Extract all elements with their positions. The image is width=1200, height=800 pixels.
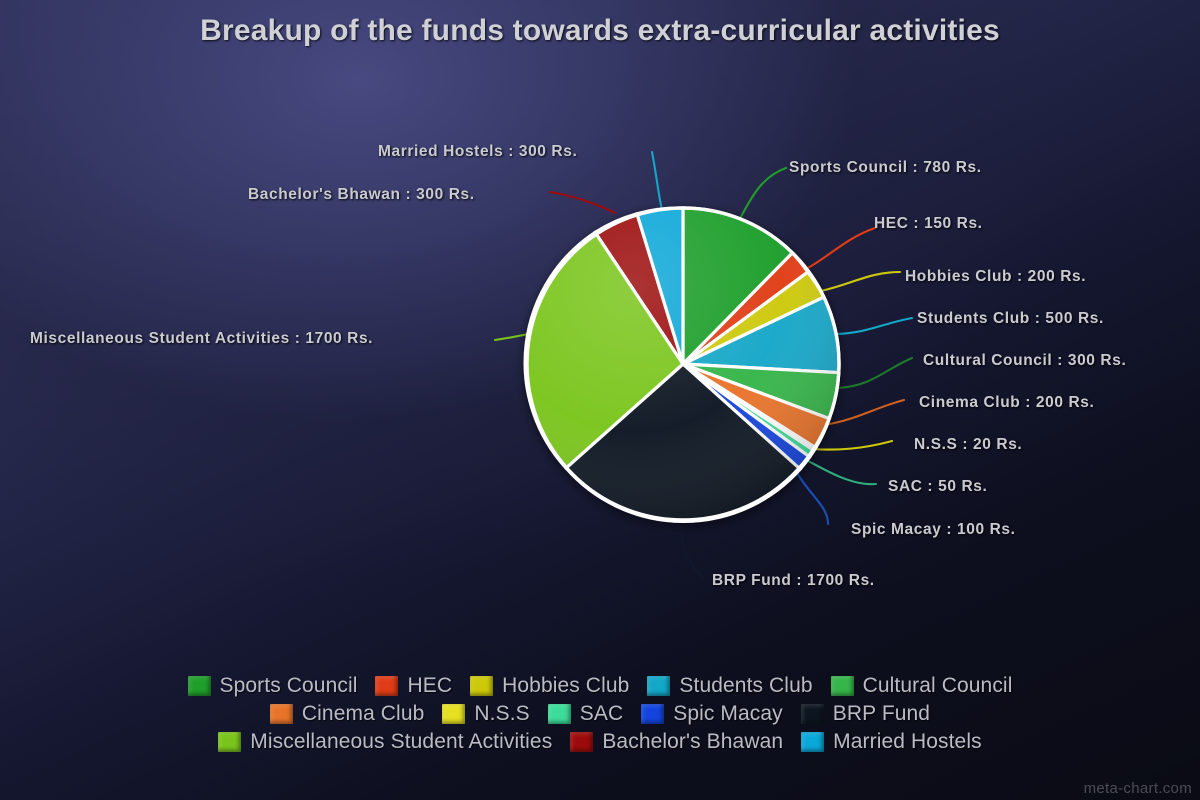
legend-item-miscellaneous[interactable]: Miscellaneous Student Activities — [218, 730, 552, 754]
callout-label-bachelors-bhawan: Bachelor's Bhawan : 300 Rs. — [248, 186, 475, 203]
watermark: meta-chart.com — [1083, 780, 1192, 797]
leader-line-married-hostels — [650, 150, 664, 212]
callout-label-cinema-club: Cinema Club : 200 Rs. — [919, 394, 1095, 411]
legend-swatch-sports-council — [187, 676, 211, 696]
legend-swatch-cultural-council — [830, 676, 854, 696]
callout-label-miscellaneous: Miscellaneous Student Activities : 1700 … — [30, 330, 374, 347]
legend-item-brp-fund[interactable]: BRP Fund — [800, 702, 931, 726]
legend-swatch-cinema-club — [269, 704, 293, 724]
legend-label-cultural-council: Cultural Council — [862, 674, 1013, 697]
legend-swatch-brp-fund — [800, 704, 824, 724]
legend-item-sports-council[interactable]: Sports Council — [187, 674, 358, 698]
legend-swatch-sac — [547, 704, 571, 724]
legend-item-sac[interactable]: SAC — [547, 702, 624, 726]
legend-row-2: Cinema Club N.S.S SAC Spic Macay BRP Fun… — [0, 700, 1200, 728]
callout-label-cultural-council: Cultural Council : 300 Rs. — [923, 352, 1127, 369]
leader-line-brp-fund — [679, 522, 706, 580]
legend-swatch-miscellaneous — [218, 732, 242, 752]
legend-item-hec[interactable]: HEC — [375, 674, 452, 698]
callout-label-nss: N.S.S : 20 Rs. — [914, 436, 1023, 453]
legend-item-bachelors-bhawan[interactable]: Bachelor's Bhawan — [570, 730, 783, 754]
callout-label-sports-council: Sports Council : 780 Rs. — [789, 159, 982, 176]
callout-label-brp-fund: BRP Fund : 1700 Rs. — [712, 572, 875, 589]
leader-line-bachelors-bhawan — [548, 190, 617, 215]
legend-label-miscellaneous: Miscellaneous Student Activities — [250, 730, 553, 753]
legend-row-3: Miscellaneous Student Activities Bachelo… — [0, 728, 1200, 756]
legend-label-bachelors-bhawan: Bachelor's Bhawan — [602, 730, 784, 753]
legend: Sports Council HEC Hobbies Club Students… — [0, 672, 1200, 756]
legend-label-brp-fund: BRP Fund — [832, 702, 931, 725]
leader-line-students-club — [834, 316, 914, 336]
legend-item-cinema-club[interactable]: Cinema Club — [269, 702, 425, 726]
callout-label-married-hostels: Married Hostels : 300 Rs. — [378, 143, 578, 160]
legend-item-students-club[interactable]: Students Club — [647, 674, 813, 698]
pie-gloss-overlay — [525, 206, 841, 522]
legend-label-sports-council: Sports Council — [219, 674, 358, 697]
callout-label-hobbies-club: Hobbies Club : 200 Rs. — [905, 268, 1087, 285]
leader-line-sports-council — [735, 166, 788, 226]
leader-line-hobbies-club — [814, 270, 902, 294]
callout-label-spic-macay: Spic Macay : 100 Rs. — [851, 521, 1016, 538]
legend-swatch-spic-macay — [641, 704, 665, 724]
legend-label-cinema-club: Cinema Club — [301, 702, 425, 725]
legend-label-hec: HEC — [407, 674, 453, 697]
legend-row-1: Sports Council HEC Hobbies Club Students… — [0, 672, 1200, 700]
legend-label-students-club: Students Club — [679, 674, 813, 697]
legend-item-hobbies-club[interactable]: Hobbies Club — [470, 674, 629, 698]
callout-label-students-club: Students Club : 500 Rs. — [917, 310, 1104, 327]
callout-label-sac: SAC : 50 Rs. — [888, 478, 988, 495]
page-title: Breakup of the funds towards extra-curri… — [200, 14, 1000, 47]
legend-label-spic-macay: Spic Macay — [673, 702, 783, 725]
legend-label-married-hostels: Married Hostels — [833, 730, 982, 753]
legend-swatch-bachelors-bhawan — [570, 732, 594, 752]
legend-swatch-hobbies-club — [470, 676, 494, 696]
legend-label-nss: N.S.S — [474, 702, 530, 725]
legend-item-spic-macay[interactable]: Spic Macay — [641, 702, 783, 726]
callout-label-hec: HEC : 150 Rs. — [874, 215, 983, 232]
legend-label-sac: SAC — [579, 702, 624, 725]
legend-swatch-nss — [442, 704, 466, 724]
leader-line-hec — [804, 226, 877, 271]
legend-swatch-married-hostels — [801, 732, 825, 752]
leader-line-cinema-club — [822, 398, 906, 427]
legend-item-married-hostels[interactable]: Married Hostels — [801, 730, 982, 754]
legend-label-hobbies-club: Hobbies Club — [502, 674, 630, 697]
legend-swatch-hec — [375, 676, 399, 696]
legend-item-nss[interactable]: N.S.S — [442, 702, 530, 726]
legend-item-cultural-council[interactable]: Cultural Council — [830, 674, 1013, 698]
leader-line-cultural-council — [836, 356, 914, 390]
legend-swatch-students-club — [647, 676, 671, 696]
